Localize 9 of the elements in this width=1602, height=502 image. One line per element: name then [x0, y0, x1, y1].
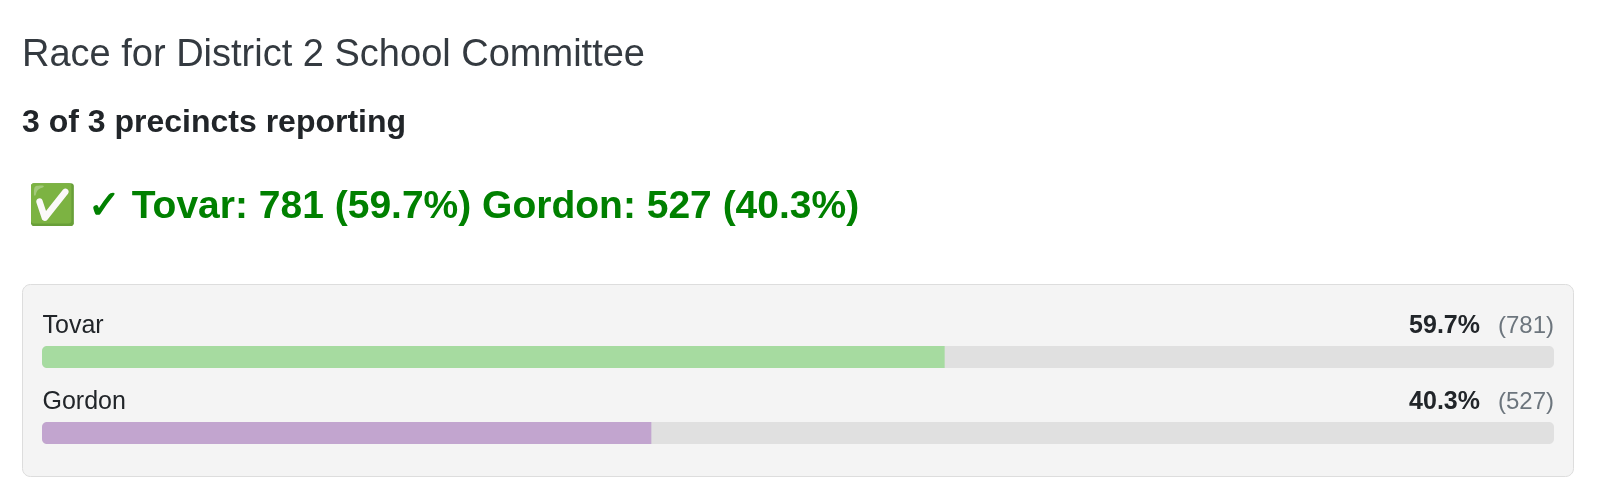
y-tick-label: Tovar — [42, 310, 104, 338]
data-label: 40.3% — [1409, 386, 1480, 414]
y-tick-label: Gordon — [42, 386, 126, 414]
chart-subtitle: 3 of 3 precincts reporting — [22, 103, 407, 139]
data-label: 59.7% — [1409, 310, 1480, 338]
text: ✅ ✓ Tovar: 781 (59.7%) Gordon: 527 (40.3%) — [28, 182, 860, 227]
annotation: (781) — [1497, 311, 1554, 338]
annotation: (527) — [1497, 387, 1554, 414]
chart-title: Race for District 2 School Committee — [22, 32, 645, 74]
